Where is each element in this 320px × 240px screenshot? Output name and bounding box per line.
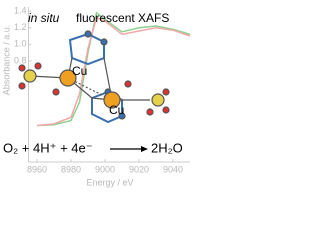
y-tick-label: 1.4 [14,6,27,16]
chart: 0.8 1.0 1.2 1.4 8960 8980 9000 9020 9040 Cu Cu i… [1,6,191,187]
chart-title: fluorescent XAFS [76,11,169,25]
x-tick-label: 9000 [95,164,115,174]
cu-label: Cu [109,103,124,117]
y-tick-label: 0.8 [14,55,27,65]
arrow [110,146,148,152]
series-line [36,11,191,127]
cu-label: Cu [72,64,87,78]
x-tick-label: 8980 [61,164,81,174]
x-tick-label: 8960 [27,164,47,174]
equation-reactants: O₂ + 4H⁺ + 4e⁻ [3,140,93,155]
x-axis-label: Energy / eV [86,177,133,187]
x-tick-label: 9020 [129,164,149,174]
page: {"chart_data": {"type": "line", "title_i… [0,0,199,189]
series-line [36,16,191,127]
y-axis-label: Absorbance / a.u. [1,25,11,96]
title-italic: in situ [28,11,60,25]
x-tick-label: 9040 [163,164,183,174]
y-tick-label: 1.2 [14,22,27,32]
molecule [18,30,170,124]
y-tick-label: 1.0 [14,39,27,49]
equation-product: 2H₂O [151,140,183,155]
